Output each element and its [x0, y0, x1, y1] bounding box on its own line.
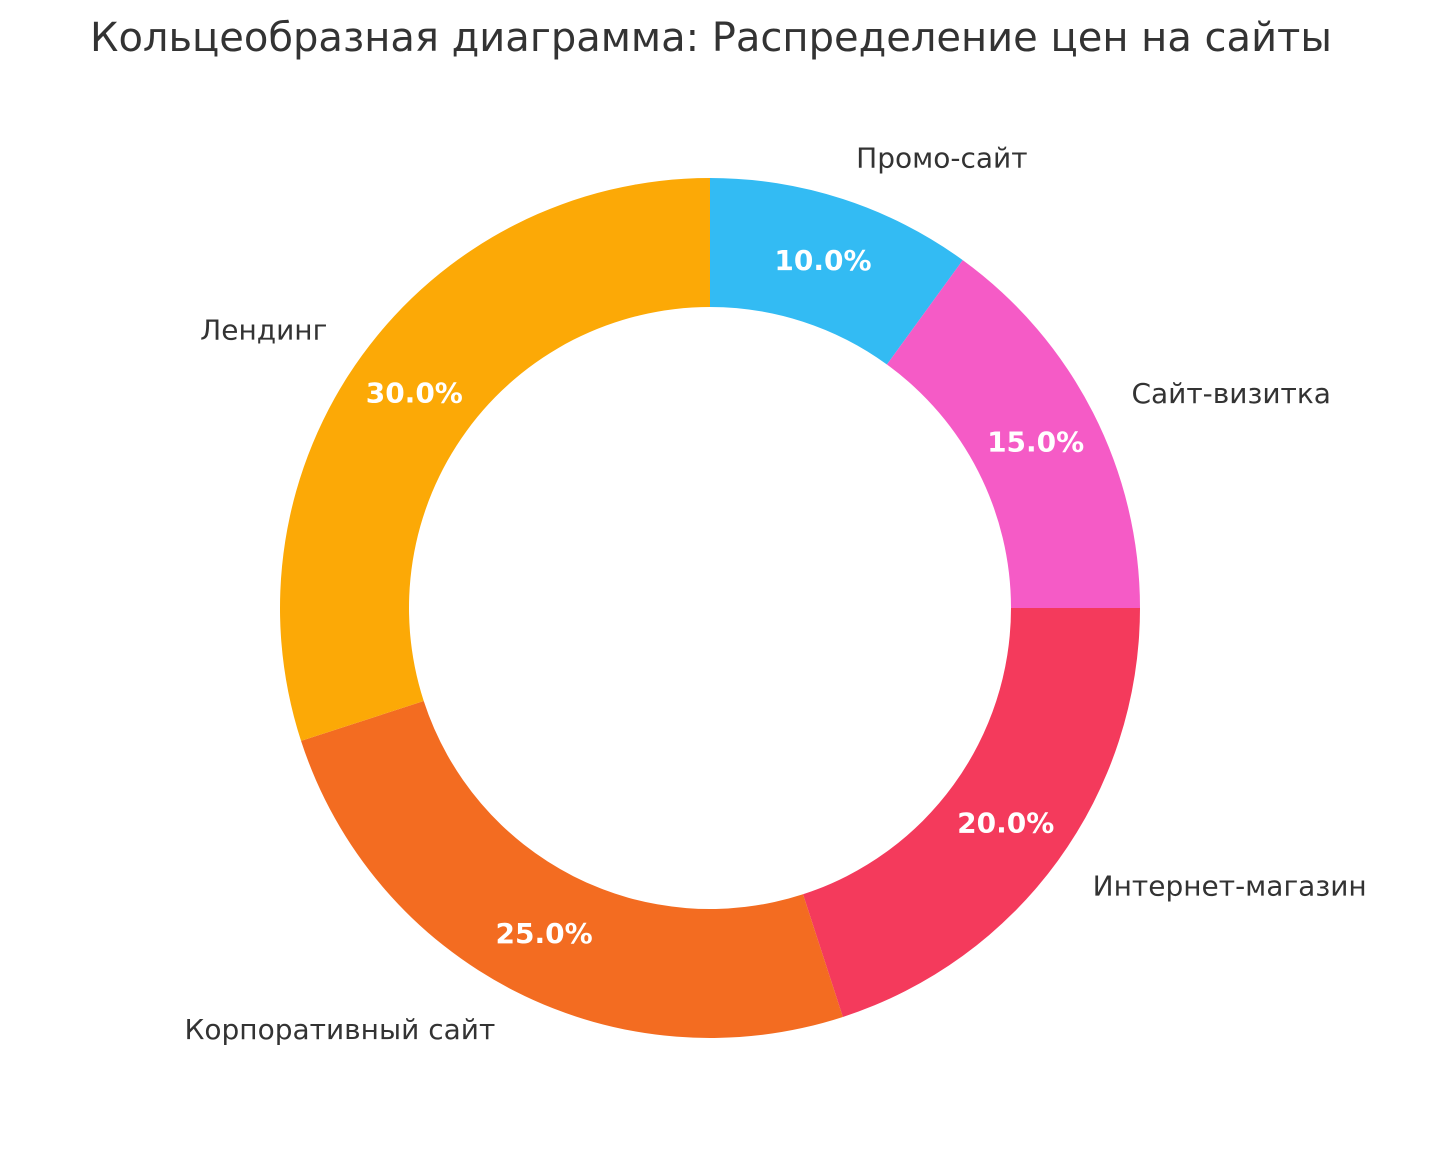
segment-percent-label-0: 10.0% [774, 244, 871, 277]
donut-segment-2 [803, 608, 1140, 1017]
donut-segment-4 [279, 178, 710, 741]
segment-category-label-2: Интернет-магазин [1093, 870, 1367, 903]
segment-percent-label-4: 30.0% [366, 377, 463, 410]
donut-segment-3 [301, 701, 843, 1038]
segment-percent-label-1: 15.0% [987, 426, 1084, 459]
donut-segment-1 [886, 260, 1140, 608]
segment-category-label-4: Лендинг [200, 313, 327, 346]
segment-category-label-3: Корпоративный сайт [185, 1013, 496, 1046]
chart-title: Кольцеобразная диаграмма: Распределение … [90, 15, 1332, 61]
donut-segment-0 [710, 178, 963, 365]
segment-percent-label-3: 25.0% [495, 917, 592, 950]
segment-category-label-0: Промо-сайт [856, 142, 1027, 175]
segment-category-label-1: Сайт-визитка [1131, 377, 1331, 410]
segment-percent-label-2: 20.0% [957, 806, 1054, 839]
